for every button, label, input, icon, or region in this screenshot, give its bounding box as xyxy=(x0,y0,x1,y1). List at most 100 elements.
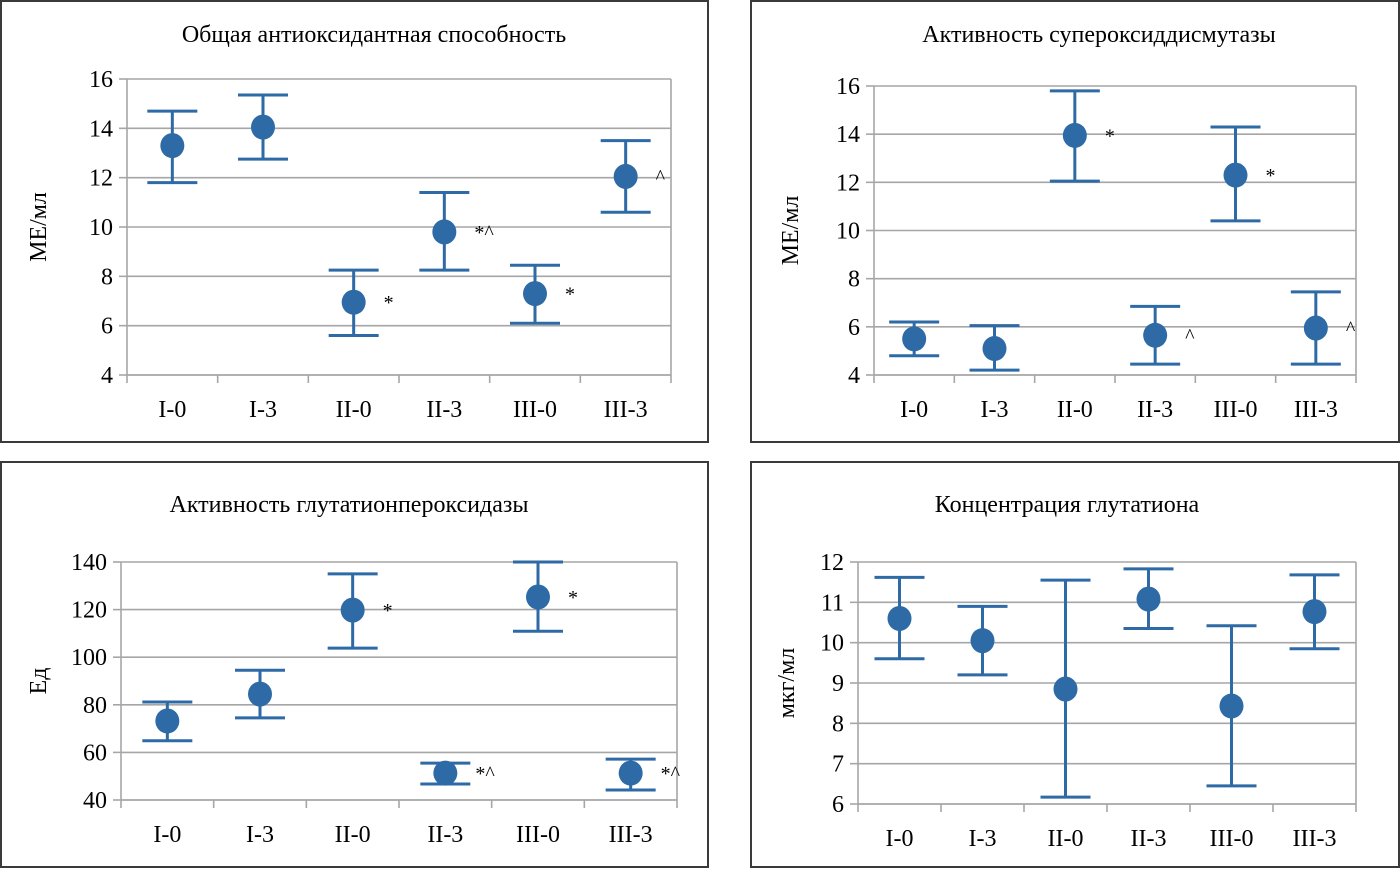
data-marker xyxy=(1219,693,1244,719)
data-marker xyxy=(982,336,1007,362)
y-tick-label: 8 xyxy=(101,264,113,290)
x-tick-label: I-0 xyxy=(886,826,914,852)
y-tick-label: 16 xyxy=(836,74,860,100)
data-point-II-0 xyxy=(1040,578,1091,799)
data-marker xyxy=(251,114,275,140)
data-point-III-3: ^ xyxy=(1290,290,1356,366)
data-point-I-0 xyxy=(142,700,193,743)
data-marker xyxy=(1062,122,1087,148)
y-tick-label: 60 xyxy=(83,740,107,766)
significance-annotation: ^ xyxy=(656,166,666,188)
x-tick-label: II-3 xyxy=(427,822,463,848)
y-axis-label: Ед xyxy=(26,668,52,695)
y-tick-label: 8 xyxy=(832,711,844,737)
y-tick-label: 11 xyxy=(821,590,844,616)
chart-svg: Активность супероксиддисмутазы 4 6 8 10 12 14 1… xyxy=(778,22,1357,423)
y-tick-label: 10 xyxy=(89,215,113,241)
x-tick-label: II-3 xyxy=(1131,826,1167,852)
y-tick-label: 10 xyxy=(836,219,860,245)
chart-panel-total-antioxidant: Общая антиоксидантная способность 4 6 8 10 12… xyxy=(0,0,709,443)
significance-annotation: *^ xyxy=(475,763,495,785)
y-tick-label: 14 xyxy=(89,116,113,142)
x-tick-label: III-3 xyxy=(1294,397,1338,423)
x-tick-label: I-3 xyxy=(981,397,1009,423)
chart-panel-glutathione-concentration: Концентрация глутатиона 6 7 8 9 10 11 12 I-0 I-3 I… xyxy=(750,461,1400,868)
x-tick-label: III-0 xyxy=(516,822,560,848)
data-point-I-3 xyxy=(235,668,285,720)
x-tick-label: II-0 xyxy=(1048,826,1084,852)
data-point-III-0 xyxy=(1206,624,1257,788)
data-point-II-3: *^ xyxy=(419,190,494,272)
y-tick-label: 120 xyxy=(71,598,107,624)
significance-annotation: ^ xyxy=(1346,318,1356,340)
y-tick-label: 40 xyxy=(83,788,107,814)
y-tick-label: 6 xyxy=(848,315,860,341)
significance-annotation: * xyxy=(1105,125,1115,147)
y-axis-label: МЕ/мл xyxy=(778,196,804,266)
x-tick-label: I-0 xyxy=(900,397,928,423)
data-marker xyxy=(1303,315,1328,341)
chart-panel-sod-activity: Активность супероксиддисмутазы 4 6 8 10 12 14 1… xyxy=(750,0,1400,443)
y-tick-label: 14 xyxy=(836,122,860,148)
significance-annotation: * xyxy=(565,284,575,306)
x-tick-label: II-3 xyxy=(426,397,462,423)
chart-title: Активность супероксиддисмутазы xyxy=(922,22,1275,48)
x-tick-label: III-3 xyxy=(604,397,648,423)
data-point-III-3 xyxy=(1289,573,1340,651)
data-marker xyxy=(902,326,927,352)
chart-panel-gpx-activity: Активность глутатионпероксидазы 40 60 80 100… xyxy=(0,461,709,868)
y-tick-label: 9 xyxy=(832,671,844,697)
x-tick-label: III-0 xyxy=(1214,397,1258,423)
chart-title: Общая антиоксидантная способность xyxy=(182,22,566,48)
y-tick-label: 6 xyxy=(832,792,844,818)
data-marker xyxy=(970,628,995,654)
y-tick-label: 4 xyxy=(848,363,860,389)
data-point-I-0 xyxy=(147,109,198,185)
y-tick-label: 10 xyxy=(820,631,844,657)
data-point-III-0: * xyxy=(513,560,578,633)
y-tick-label: 4 xyxy=(101,363,113,389)
chart-svg: Общая антиоксидантная способность 4 6 8 10 12… xyxy=(26,22,672,423)
x-tick-label: III-3 xyxy=(1293,826,1337,852)
chart-svg: Концентрация глутатиона 6 7 8 9 10 11 12 I-0 I-3 I… xyxy=(774,492,1357,852)
data-marker xyxy=(523,281,547,307)
x-tick-label: III-0 xyxy=(513,397,557,423)
y-tick-label: 140 xyxy=(71,550,107,576)
y-axis-label: МЕ/мл xyxy=(26,192,52,262)
significance-annotation: ^ xyxy=(1185,325,1195,347)
data-point-II-0: * xyxy=(327,572,393,650)
data-point-II-0: * xyxy=(328,268,394,338)
chart-title: Активность глутатионпероксидазы xyxy=(170,492,529,518)
data-point-I-0 xyxy=(889,320,940,358)
y-tick-label: 80 xyxy=(83,693,107,719)
x-tick-label: II-0 xyxy=(1057,397,1093,423)
data-marker xyxy=(340,597,365,623)
data-point-I-3 xyxy=(957,604,1008,677)
y-axis-label: мкг/мл xyxy=(774,648,800,719)
x-tick-label: II-3 xyxy=(1137,397,1173,423)
y-tick-label: 7 xyxy=(832,752,844,778)
data-point-III-0: * xyxy=(510,263,575,325)
data-point-II-3 xyxy=(1123,567,1174,631)
significance-annotation: * xyxy=(383,600,393,622)
x-tick-label: I-0 xyxy=(158,397,186,423)
x-tick-label: I-3 xyxy=(246,822,274,848)
significance-annotation: *^ xyxy=(661,763,681,785)
x-tick-label: II-0 xyxy=(335,822,371,848)
data-marker xyxy=(433,760,458,786)
data-point-I-0 xyxy=(874,575,925,661)
data-marker xyxy=(526,584,550,610)
data-marker xyxy=(248,681,272,707)
chart-svg: Активность глутатионпероксидазы 40 60 80 100… xyxy=(26,492,681,848)
significance-annotation: * xyxy=(384,292,394,314)
data-point-III-0: * xyxy=(1210,125,1276,223)
data-marker xyxy=(613,163,638,189)
data-marker xyxy=(341,289,366,315)
y-tick-label: 12 xyxy=(89,166,113,192)
significance-annotation: * xyxy=(1266,165,1276,187)
data-marker xyxy=(618,760,643,786)
data-marker xyxy=(160,133,185,159)
data-marker xyxy=(1136,586,1161,612)
y-tick-label: 100 xyxy=(71,645,107,671)
data-point-I-3 xyxy=(969,324,1020,372)
